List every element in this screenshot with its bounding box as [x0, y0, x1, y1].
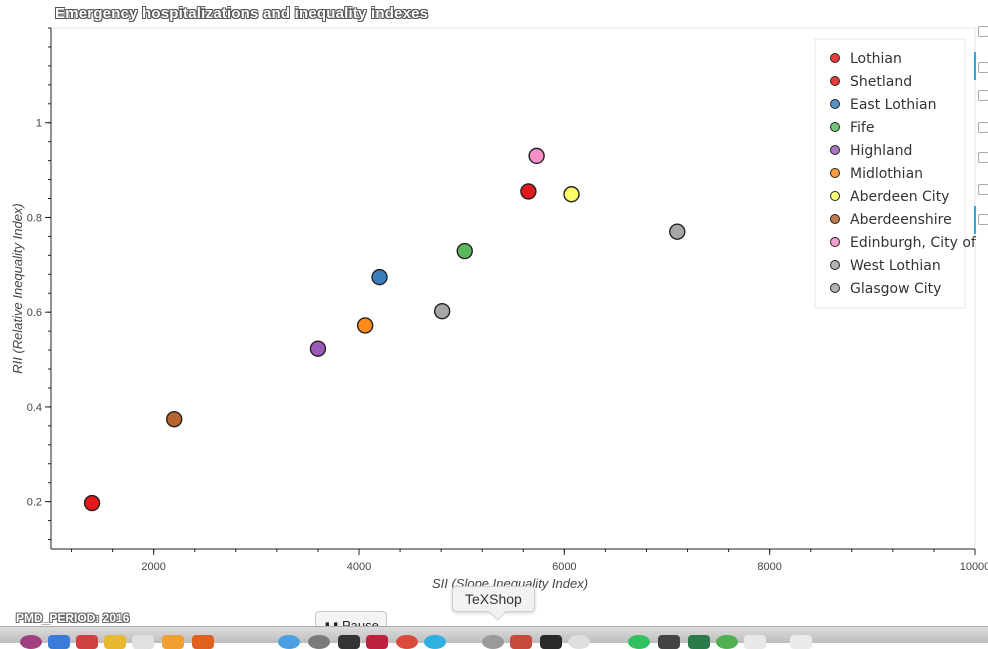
data-point: [433, 303, 451, 320]
legend-label: Highland: [850, 143, 912, 159]
dock-app-icon[interactable]: [20, 635, 42, 649]
toolbar-active-indicator-2: [974, 206, 976, 234]
box-zoom-icon[interactable]: [978, 90, 988, 101]
legend-swatch: [830, 53, 840, 63]
x-tick-label: 8000: [757, 561, 781, 573]
x-tick-label: 6000: [552, 561, 576, 573]
legend-label: Aberdeenshire: [850, 212, 952, 228]
dock-bar[interactable]: [0, 626, 988, 649]
dock-app-icon[interactable]: [424, 635, 446, 649]
legend-label: Glasgow City: [850, 281, 941, 297]
dock-app-icon[interactable]: [308, 635, 330, 649]
y-tick-label: 1: [36, 118, 42, 130]
period-label: PMD_PERIOD: 2016: [16, 611, 130, 625]
data-point: [371, 268, 388, 286]
data-point: [456, 242, 473, 260]
y-axis-title: RII (Relative Inequality Index): [10, 203, 25, 374]
legend-swatch: [830, 99, 840, 109]
logo-icon: [978, 26, 988, 37]
dock-app-icon[interactable]: [104, 635, 126, 649]
wheel-zoom-icon[interactable]: [978, 122, 988, 133]
legend-label: Midlothian: [850, 166, 923, 182]
data-point: [356, 317, 374, 334]
legend-swatch: [830, 191, 840, 201]
legend-label: Fife: [850, 120, 874, 136]
data-point: [563, 186, 580, 203]
y-tick-label: 0.4: [27, 402, 42, 414]
dock-app-icon[interactable]: [338, 635, 360, 649]
dock-tooltip: TeXShop: [452, 586, 535, 612]
dock-app-icon[interactable]: [658, 635, 680, 649]
dock-app-icon[interactable]: [790, 635, 812, 649]
save-icon[interactable]: [978, 152, 988, 163]
data-point: [528, 147, 545, 165]
legend-swatch: [830, 122, 840, 132]
hover-icon[interactable]: [978, 214, 988, 225]
reset-icon[interactable]: [978, 184, 988, 195]
toolbar-active-indicator: [974, 52, 976, 80]
x-tick-label: 4000: [347, 561, 371, 573]
dock-app-icon[interactable]: [396, 635, 418, 649]
dock-app-icon[interactable]: [192, 635, 214, 649]
legend-label: Shetland: [850, 74, 912, 90]
dock-app-icon[interactable]: [628, 635, 650, 649]
data-point: [669, 223, 686, 240]
dock-app-icon[interactable]: [278, 635, 300, 649]
dock-app-icon[interactable]: [688, 635, 710, 649]
y-tick-label: 0.6: [27, 307, 42, 319]
dock-app-icon[interactable]: [76, 635, 98, 649]
legend-label: Lothian: [850, 51, 902, 67]
y-tick-label: 0.2: [27, 497, 42, 509]
legend-swatch: [830, 214, 840, 224]
dock-app-icon[interactable]: [366, 635, 388, 649]
dock-app-icon[interactable]: [132, 635, 154, 649]
legend-box: [814, 38, 966, 309]
data-point: [83, 494, 101, 512]
x-tick-label: 10000: [960, 561, 988, 573]
data-point: [165, 411, 183, 428]
legend-label: East Lothian: [850, 97, 936, 113]
dock-app-icon[interactable]: [716, 635, 738, 649]
dock-app-icon[interactable]: [568, 635, 590, 649]
legend-swatch: [830, 260, 840, 270]
legend-swatch: [830, 145, 840, 155]
dock-app-icon[interactable]: [48, 635, 70, 649]
data-point: [520, 183, 537, 200]
y-tick-label: 0.8: [27, 212, 42, 224]
x-tick-label: 2000: [141, 561, 165, 573]
legend-swatch: [830, 168, 840, 178]
dock-app-icon[interactable]: [510, 635, 532, 649]
data-point: [309, 340, 327, 357]
legend[interactable]: Lothian Shetland East Lothian Fife Highland M…: [814, 38, 977, 309]
plot-toolbar[interactable]: [974, 26, 988, 236]
legend-swatch: [830, 283, 840, 293]
legend-label: Edinburgh, City of: [850, 235, 977, 251]
legend-swatch: [830, 76, 840, 86]
data-points: [83, 147, 686, 512]
chart-title: Emergency hospitalizations and inequalit…: [55, 5, 429, 22]
dock-app-icon[interactable]: [540, 635, 562, 649]
dock-app-icon[interactable]: [162, 635, 184, 649]
dock-app-icon[interactable]: [482, 635, 504, 649]
legend-label: West Lothian: [850, 258, 941, 274]
legend-label: Aberdeen City: [850, 189, 949, 205]
pan-icon[interactable]: [978, 62, 988, 73]
legend-swatch: [830, 237, 840, 247]
dock-app-icon[interactable]: [744, 635, 766, 649]
